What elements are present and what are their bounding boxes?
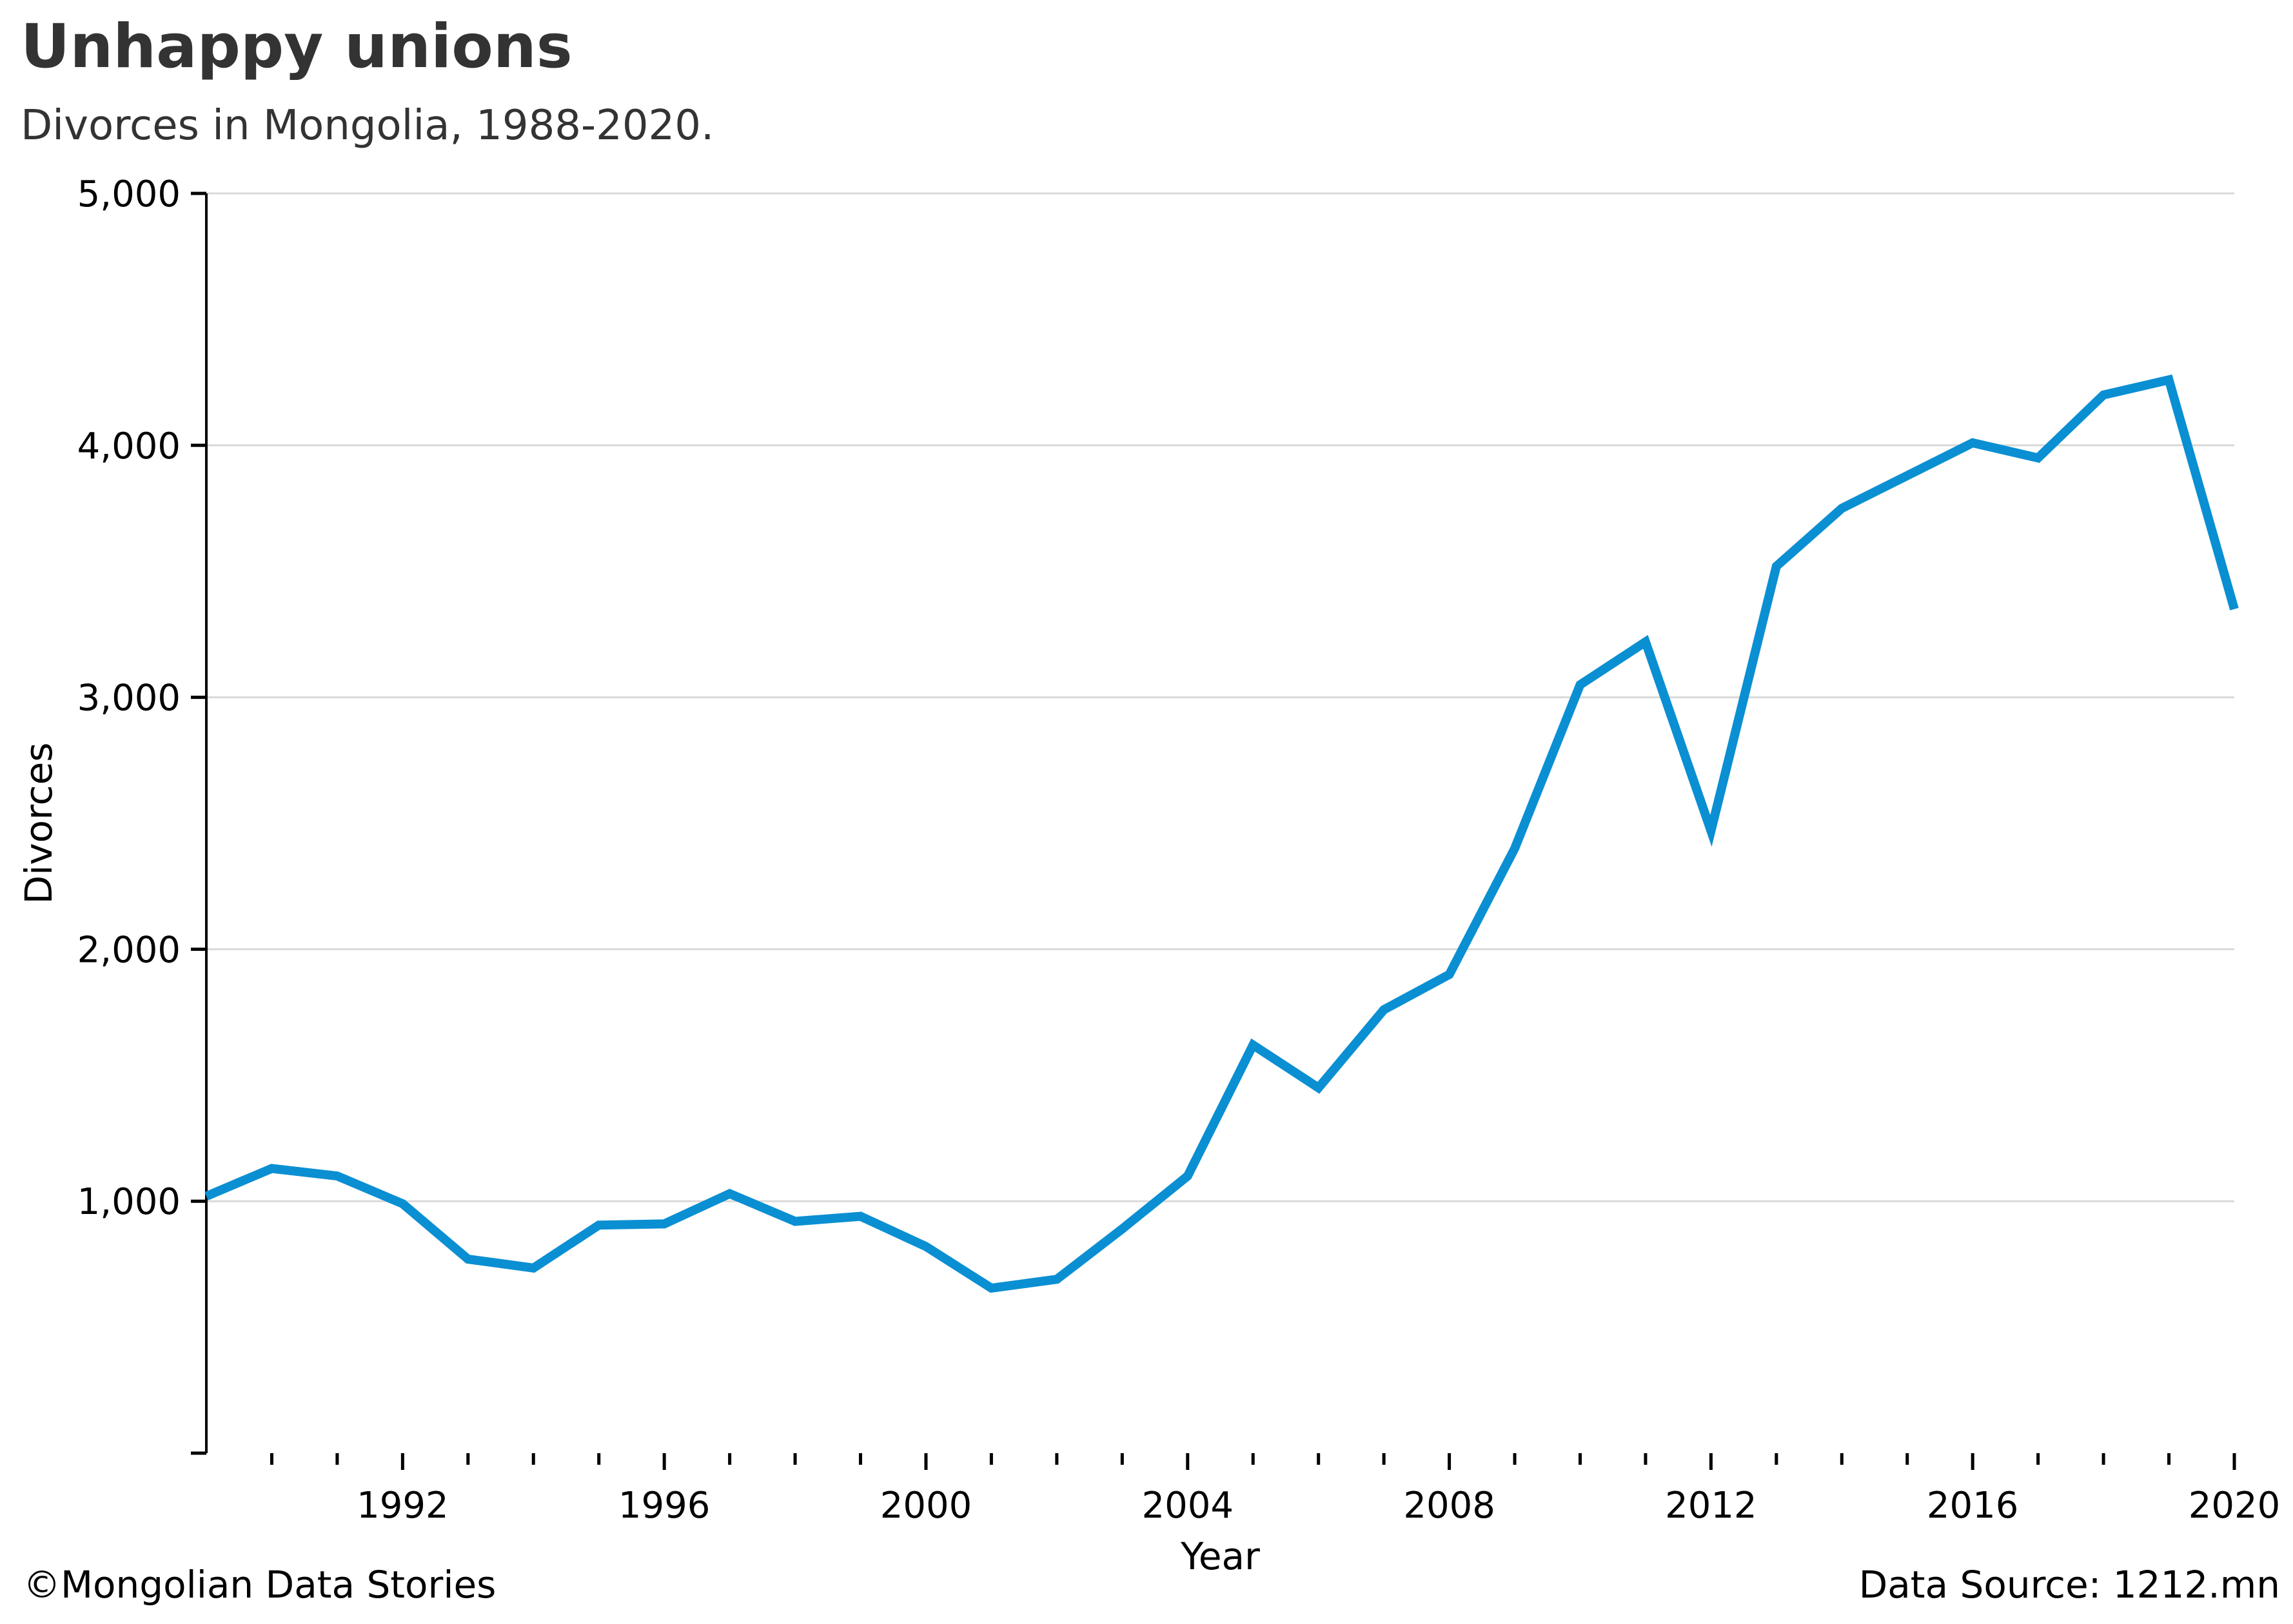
chart-title: Unhappy unions <box>21 12 573 82</box>
x-axis: 1992 1996 2000 2004 2008 2012 2016 2020 <box>270 1453 2281 1527</box>
credit-text: ©Mongolian Data Stories <box>23 1563 497 1607</box>
y-axis-label: Divorces <box>17 743 61 905</box>
x-tick-label: 2012 <box>1665 1485 1757 1527</box>
data-series <box>204 374 2239 1293</box>
data-source-text: Data Source: 1212.mn <box>1858 1563 2280 1607</box>
y-tick-label: 1,000 <box>77 1181 181 1223</box>
x-tick-label: 2004 <box>1142 1485 1234 1527</box>
x-axis-label: Year <box>1180 1534 1260 1578</box>
chart-subtitle: Divorces in Mongolia, 1988-2020. <box>21 102 714 150</box>
x-tick-label: 2008 <box>1403 1485 1495 1527</box>
x-tick-label: 1992 <box>357 1485 449 1527</box>
x-tick-label: 1996 <box>618 1485 711 1527</box>
x-tick-label: 2000 <box>880 1485 972 1527</box>
series-line <box>204 374 2239 1293</box>
x-tick-label: 2020 <box>2189 1485 2281 1527</box>
y-tick-label: 2,000 <box>77 929 181 971</box>
y-tick-label: 5,000 <box>77 173 181 215</box>
x-tick-label: 2016 <box>1927 1485 2019 1527</box>
y-axis: 1,000 2,000 3,000 4,000 5,000 <box>77 173 208 1455</box>
y-tick-label: 4,000 <box>77 426 181 467</box>
gridlines <box>206 192 2234 1202</box>
y-tick-label: 3,000 <box>77 678 181 719</box>
